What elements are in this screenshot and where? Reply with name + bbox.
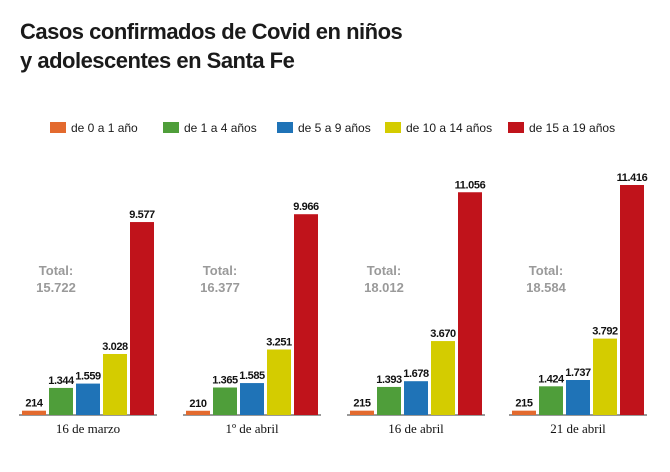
bar-value-label: 1.559: [75, 371, 101, 383]
category-label: 16 de abril: [388, 421, 444, 436]
bar: [566, 380, 590, 415]
legend-swatch: [508, 122, 524, 133]
total-value: 15.722: [36, 280, 76, 295]
legend-label: de 10 a 14 años: [406, 121, 492, 135]
bar: [130, 222, 154, 415]
bar-value-label: 215: [353, 398, 370, 410]
total-value: 18.584: [526, 280, 567, 295]
bar: [512, 410, 536, 415]
total-label: Total:: [39, 263, 73, 278]
category-label: 1º de abril: [225, 421, 279, 436]
bar-group: 215 1.393 1.678 3.670 11.056 Total: 18.012 16 d…: [347, 179, 486, 436]
bar: [377, 386, 401, 415]
bar-value-label: 1.737: [565, 367, 591, 379]
legend-swatch: [385, 122, 401, 133]
bar-value-label: 1.585: [239, 370, 265, 382]
category-label: 16 de marzo: [56, 421, 120, 436]
legend-label: de 15 a 19 años: [529, 121, 615, 135]
bar: [404, 381, 428, 415]
bar: [620, 185, 644, 415]
bar: [350, 410, 374, 415]
bar-value-label: 3.251: [266, 337, 292, 349]
bar-group: 210 1.365 1.585 3.251 9.966 Total: 16.377 1º de…: [183, 201, 321, 436]
total-value: 16.377: [200, 280, 240, 295]
legend-label: de 5 a 9 años: [298, 121, 371, 135]
chart-title-line-2: y adolescentes en Santa Fe: [20, 48, 295, 73]
bar: [431, 341, 455, 415]
bar-value-label: 214: [25, 398, 43, 410]
bar-value-label: 3.792: [592, 326, 618, 338]
legend-label: de 0 a 1 año: [71, 121, 138, 135]
bar-value-label: 1.424: [538, 373, 565, 385]
bar-value-label: 3.028: [102, 341, 128, 353]
bar-value-label: 1.393: [376, 374, 402, 386]
bar: [240, 383, 264, 415]
bar-value-label: 9.966: [293, 201, 319, 213]
bar: [593, 338, 617, 415]
category-label: 21 de abril: [550, 421, 606, 436]
total-label: Total:: [529, 263, 563, 278]
bar: [103, 353, 127, 415]
bar-value-label: 210: [189, 398, 206, 410]
bar-value-label: 11.056: [455, 179, 486, 191]
bar-value-label: 1.344: [48, 375, 75, 387]
total-value: 18.012: [364, 280, 404, 295]
legend-label: de 1 a 4 años: [184, 121, 257, 135]
legend-swatch: [277, 122, 293, 133]
bar: [294, 214, 318, 415]
chart-title-line-1: Casos confirmados de Covid en niños: [20, 19, 403, 44]
bar-value-label: 1.365: [212, 374, 238, 386]
plot-area: 214 1.344 1.559 3.028 9.577 Total: 15.722 16 de…: [19, 172, 648, 436]
legend: de 0 a 1 año de 1 a 4 años de 5 a 9 años de…: [50, 121, 615, 135]
chart-title: Casos confirmados de Covid en niños y ad…: [20, 19, 403, 73]
bar-value-label: 215: [515, 398, 532, 410]
bar: [458, 192, 482, 415]
legend-swatch: [163, 122, 179, 133]
total-label: Total:: [203, 263, 237, 278]
bar-value-label: 3.670: [430, 328, 456, 340]
bar-value-label: 11.416: [617, 172, 648, 184]
bar-value-label: 9.577: [129, 209, 155, 221]
bar: [213, 387, 237, 415]
legend-swatch: [50, 122, 66, 133]
bar: [267, 349, 291, 415]
bar-value-label: 1.678: [403, 368, 429, 380]
bar: [76, 383, 100, 415]
bar: [22, 410, 46, 415]
bar: [539, 386, 563, 415]
bar: [186, 410, 210, 415]
bar: [49, 387, 73, 415]
bar-group: 214 1.344 1.559 3.028 9.577 Total: 15.722 16 de…: [19, 209, 157, 436]
total-label: Total:: [367, 263, 401, 278]
